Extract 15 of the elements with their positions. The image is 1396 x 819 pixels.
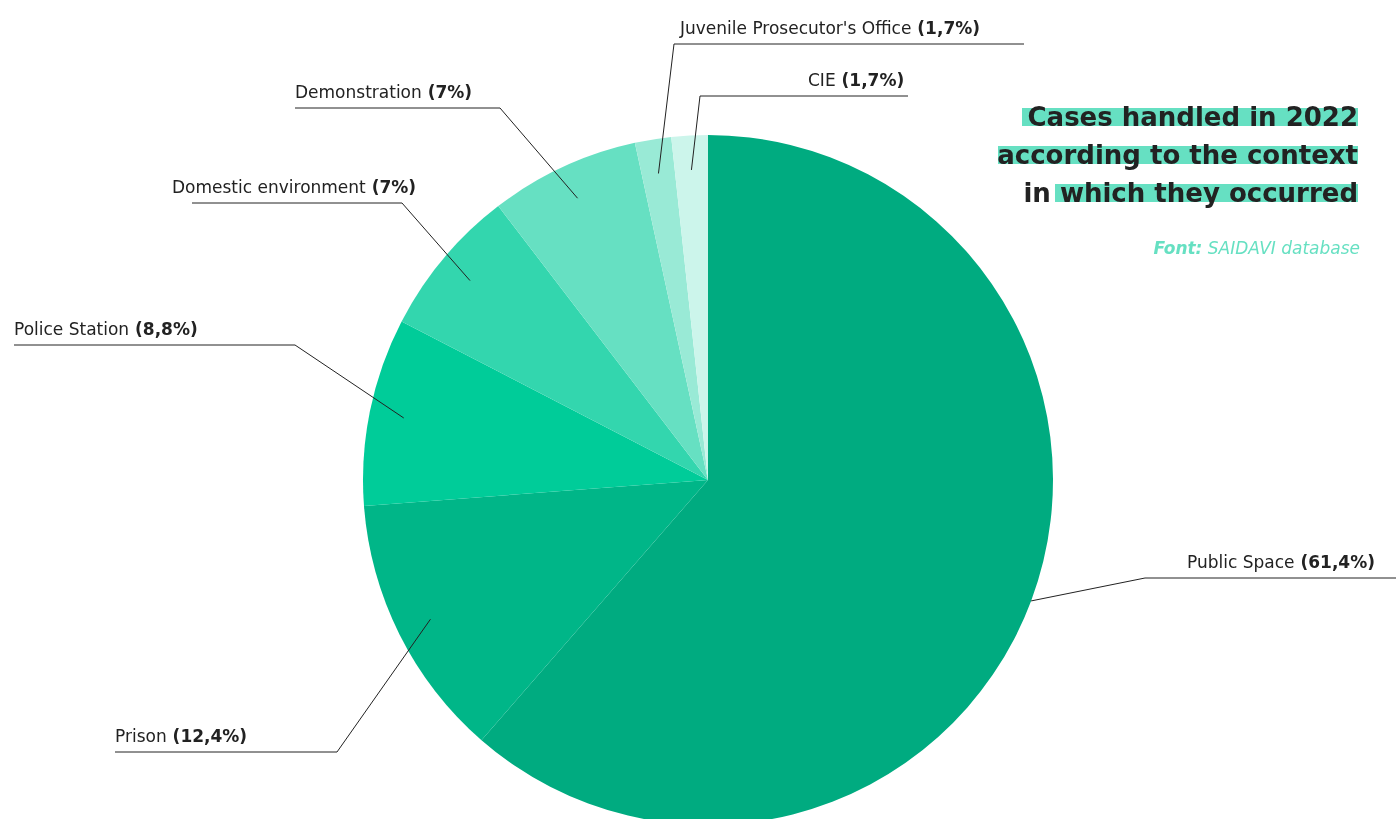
slice-label: Juvenile Prosecutor's Office — [680, 18, 912, 38]
slice-label: Prison — [115, 726, 167, 746]
data-label: (1,7%) — [911, 18, 981, 38]
data-label: (8,8%) — [129, 319, 198, 339]
slice-label: Public Space — [1187, 552, 1295, 572]
data-label: (7%) — [421, 82, 473, 102]
data-label: (7%) — [365, 177, 417, 197]
data-label: (61,4%) — [1294, 552, 1375, 572]
slice-label: Police Station — [14, 319, 130, 339]
data-label: (12,4%) — [166, 726, 248, 746]
slice-label: Domestic environment — [172, 177, 366, 197]
slice-label: CIE — [808, 70, 836, 90]
data-label: (1,7%) — [835, 70, 905, 90]
text: Font: SAIDAVI database — [1153, 238, 1360, 258]
slice-label: Demonstration — [295, 82, 422, 102]
